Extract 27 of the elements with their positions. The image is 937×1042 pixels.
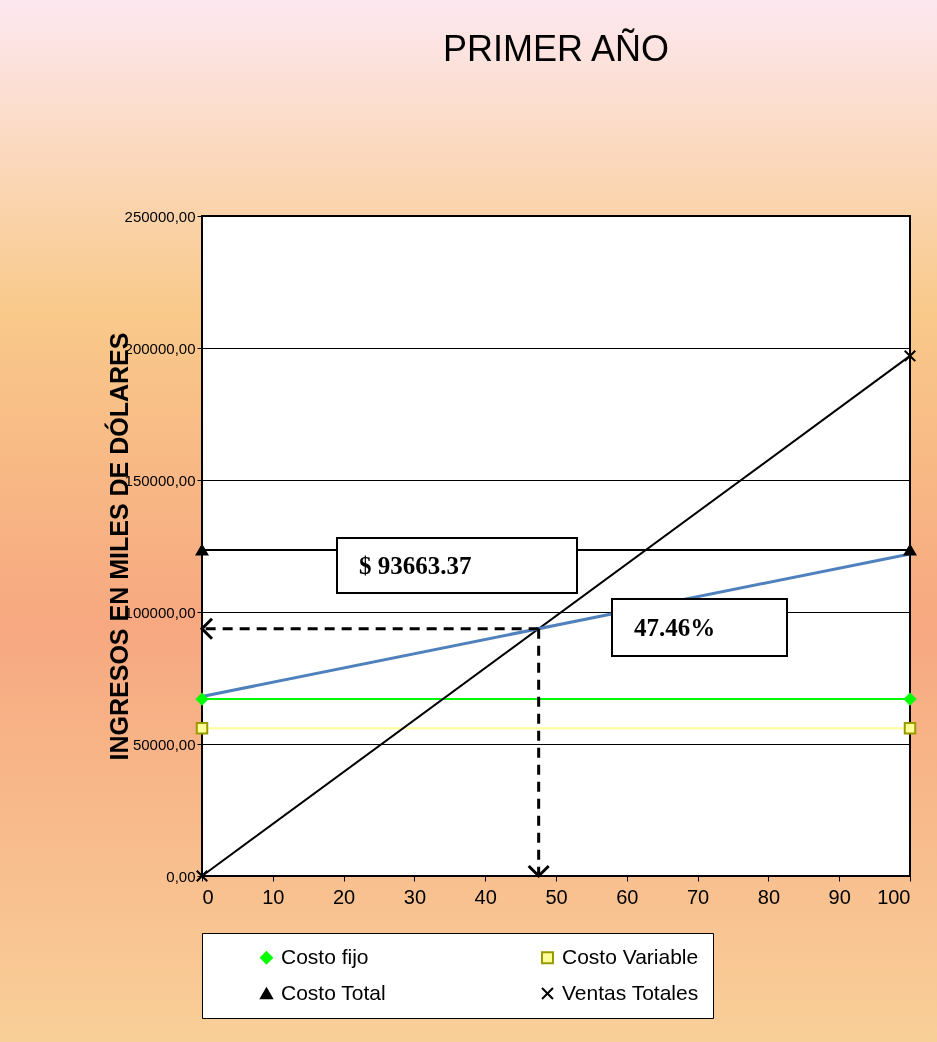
- legend-label: Costo fijo: [281, 944, 369, 968]
- x-tick-label: 90: [828, 885, 851, 908]
- point: [903, 349, 917, 363]
- legend-label: Ventas Totales: [562, 980, 699, 1004]
- x-tick-label: 80: [757, 885, 781, 908]
- y-tick-label: 0,00: [166, 867, 196, 885]
- point: [195, 692, 209, 706]
- point: [903, 721, 917, 735]
- y-tick-label: 50000,00: [132, 735, 196, 753]
- point: [903, 692, 917, 706]
- x-tick-label: 100: [877, 885, 911, 908]
- x-tick-label: 60: [616, 885, 639, 908]
- point: [195, 869, 209, 883]
- x-tick-label: 70: [686, 885, 710, 908]
- annotation: $ 93663.37: [359, 551, 472, 579]
- y-tick-label: 250000,00: [124, 207, 196, 225]
- x-tick-label: 30: [403, 885, 427, 908]
- x-tick-label: 20: [332, 885, 356, 908]
- x-tick-label: 0: [202, 885, 214, 908]
- x-tick-label: 10: [262, 885, 285, 908]
- x-tick-label: 40: [474, 885, 497, 908]
- point: [195, 721, 209, 735]
- legend-label: Costo Total: [281, 980, 386, 1004]
- chart-title: PRIMER AÑO: [442, 28, 670, 69]
- x-tick-label: 50: [545, 885, 568, 908]
- annotation: 47.46%: [634, 614, 716, 641]
- legend-label: Costo Variable: [562, 944, 699, 968]
